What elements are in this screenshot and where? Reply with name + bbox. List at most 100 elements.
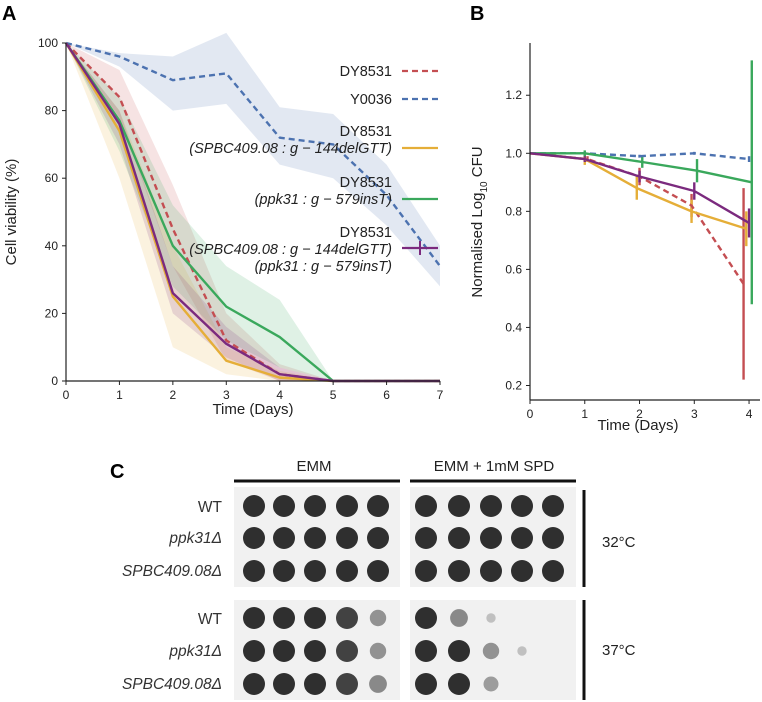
spot-emm-32 [304, 495, 326, 517]
chart-a-ylabel: Cell viability (%) [3, 159, 20, 266]
spot-emm-32 [243, 560, 265, 582]
legend-label-y0036: Y0036 [350, 92, 392, 108]
chart-b-ytick-label: 1.0 [505, 146, 522, 160]
spot-emm-37 [304, 640, 326, 662]
chart-a-xtick-label: 7 [437, 388, 444, 402]
spot-spd-37 [415, 673, 437, 695]
chart-a: 0 1 2 3 4 5 6 7 0 20 40 60 80 100 Time (Days) Cell vi… [3, 32, 444, 418]
chart-b: 0 1 2 3 4 0.2 0.4 0.6 0.8 1.0 1.2 Time (Days) Norm… [469, 43, 760, 434]
legend-label-double-2: (SPBC409.08 : g − 144delGTT) [189, 242, 392, 258]
spot-emm-37 [273, 640, 295, 662]
chart-b-ytick-label: 0.6 [505, 262, 522, 276]
spot-emm-37 [304, 673, 326, 695]
chart-b-ylabel-tail: CFU [469, 146, 486, 181]
chart-b-ylabel: Normalised Log10 CFU [469, 146, 490, 297]
chart-a-xtick-label: 4 [276, 388, 283, 402]
chart-b-line-y0036 [530, 152, 750, 161]
spot-emm-32 [273, 527, 295, 549]
chart-b-ytick-label: 1.2 [505, 88, 522, 102]
spot-emm-32 [243, 495, 265, 517]
chart-b-line-spbc [529, 152, 747, 230]
temp-label-37: 37°C [602, 642, 636, 659]
chart-b-xtick-label: 1 [581, 407, 588, 421]
spot-emm-37 [336, 673, 358, 695]
chart-b-xtick-label: 4 [746, 407, 753, 421]
spot-emm-37 [369, 675, 387, 693]
legend-label-dy8531: DY8531 [340, 64, 392, 80]
spot-emm-32 [336, 527, 358, 549]
spot-emm-37 [273, 673, 295, 695]
spot-emm-32 [336, 495, 358, 517]
legend-label-spbc-1: DY8531 [340, 124, 392, 140]
spot-spd-32 [542, 527, 564, 549]
legend-label-double-1: DY8531 [340, 225, 392, 241]
chart-b-ylabel-base: Normalised Log [469, 193, 486, 298]
spot-spd-37 [482, 642, 500, 660]
legend-label-spbc-2: (SPBC409.08 : g − 144delGTT) [189, 141, 392, 157]
spot-spd-37 [450, 609, 468, 627]
chart-a-xtick-label: 5 [330, 388, 337, 402]
legend-label-ppk-2: (ppk31 : g − 579insT) [255, 192, 392, 208]
spot-emm-37 [336, 607, 358, 629]
chart-b-ylabel-sub: 10 [479, 181, 490, 193]
spot-emm-32 [273, 495, 295, 517]
chart-a-xtick-label: 0 [63, 388, 70, 402]
spot-emm-37 [336, 640, 358, 662]
spot-emm-32 [367, 495, 389, 517]
chart-b-xtick-label: 0 [527, 407, 534, 421]
spot-emm-37 [369, 609, 387, 627]
chart-a-ytick-label: 20 [45, 306, 59, 320]
strain-label-spbc-37: SPBC409.08Δ [122, 676, 222, 693]
panel-label-a: A [2, 3, 16, 25]
spot-spd-32 [415, 560, 437, 582]
temp-label-32: 32°C [602, 534, 636, 551]
strain-label-wt-32: WT [198, 499, 223, 516]
spot-spd-32 [480, 495, 502, 517]
spot-spd-32 [511, 527, 533, 549]
spot-emm-37 [243, 640, 265, 662]
condition-label-spd: EMM + 1mM SPD [434, 458, 555, 475]
chart-b-ytick-label: 0.4 [505, 320, 522, 334]
spot-spd-32 [448, 527, 470, 549]
chart-a-ytick-label: 40 [45, 239, 59, 253]
chart-a-band-spbc [66, 43, 440, 381]
spot-emm-32 [367, 560, 389, 582]
spot-emm-37 [369, 642, 387, 660]
strain-label-ppk31-37: ppk31Δ [168, 643, 222, 660]
chart-a-ytick-label: 60 [45, 171, 59, 185]
spot-spd-32 [542, 495, 564, 517]
panel-label-c: C [110, 461, 124, 483]
spot-emm-32 [336, 560, 358, 582]
chart-a-ytick-label: 0 [51, 374, 58, 388]
spot-emm-32 [243, 527, 265, 549]
spot-spd-37 [448, 673, 470, 695]
spot-emm-32 [304, 560, 326, 582]
spot-spd-37 [448, 640, 470, 662]
chart-a-line-y0036 [65, 41, 441, 267]
spot-spd-32 [511, 495, 533, 517]
spot-spd-32 [480, 527, 502, 549]
chart-a-band-ppk31 [66, 43, 440, 381]
chart-a-band-y0036 [66, 32, 440, 287]
chart-a-band-double [66, 43, 440, 381]
chart-a-legend: DY8531 Y0036 DY8531 (SPBC409.08 : g − 14… [189, 64, 438, 275]
chart-b-xlabel: Time (Days) [597, 417, 678, 434]
spot-emm-32 [367, 527, 389, 549]
spot-spd-37 [415, 607, 437, 629]
spot-emm-32 [273, 560, 295, 582]
strain-label-spbc-32: SPBC409.08Δ [122, 563, 222, 580]
chart-a-ytick-label: 100 [38, 36, 58, 50]
spot-emm-37 [304, 607, 326, 629]
condition-label-emm: EMM [297, 458, 332, 475]
spot-spd-37 [486, 613, 496, 623]
chart-a-band-dy8531 [66, 43, 440, 381]
spot-emm-37 [243, 673, 265, 695]
chart-a-xtick-label: 6 [383, 388, 390, 402]
chart-a-xtick-label: 3 [223, 388, 230, 402]
legend-label-ppk-1: DY8531 [340, 175, 392, 191]
chart-b-xtick-label: 3 [691, 407, 698, 421]
strain-label-ppk31-32: ppk31Δ [168, 530, 222, 547]
spot-assay: EMM EMM + 1mM SPD WT ppk31Δ SPBC409.08Δ … [122, 458, 636, 700]
spot-spd-37 [415, 640, 437, 662]
